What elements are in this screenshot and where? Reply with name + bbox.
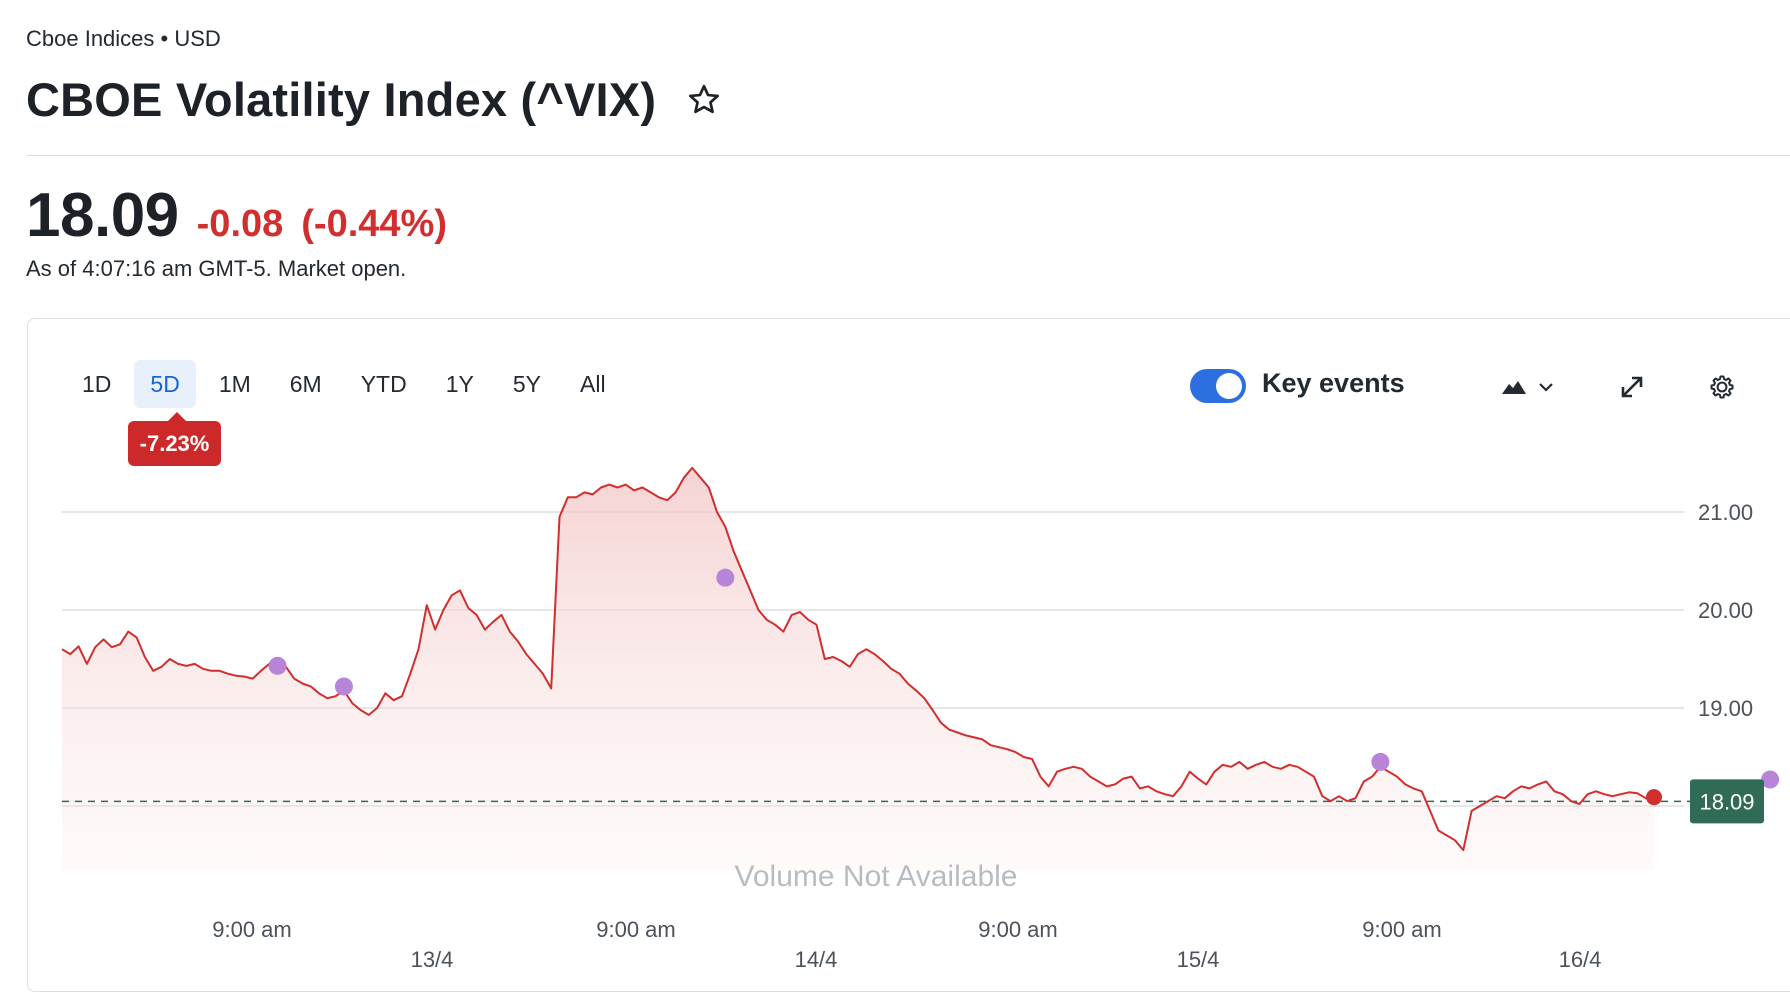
gear-icon <box>1710 375 1734 399</box>
x-tick-time-label: 9:00 am <box>1362 917 1442 942</box>
quote-row: 18.09 -0.08 (-0.44%) <box>26 180 447 251</box>
key-events-label: Key events <box>1262 368 1405 398</box>
tab-ytd[interactable]: YTD <box>360 371 407 397</box>
x-tick-time-label: 9:00 am <box>596 917 676 942</box>
tab-5d[interactable]: 5D <box>134 360 196 408</box>
chevron-down-icon <box>1539 383 1553 392</box>
x-tick-date-label: 14/4 <box>795 947 838 972</box>
tab-1y[interactable]: 1Y <box>445 371 474 397</box>
key-event-marker[interactable] <box>334 677 353 696</box>
y-tick-label: 20.00 <box>1698 598 1753 623</box>
area-fill <box>62 467 1654 870</box>
key-event-markers <box>268 568 1780 806</box>
last-price-box <box>1690 779 1764 824</box>
exchange-currency-label: Cboe Indices • USD <box>26 26 221 51</box>
y-axis: 21.00 20.00 19.00 18.09 <box>1690 500 1764 824</box>
range-change-badge: -7.23% <box>128 412 221 466</box>
key-event-marker[interactable] <box>716 568 735 587</box>
market-status: As of 4:07:16 am GMT-5. Market open. <box>26 256 407 281</box>
tab-all[interactable]: All <box>580 371 606 397</box>
x-tick-time-label: 9:00 am <box>978 917 1058 942</box>
tab-1d[interactable]: 1D <box>82 371 112 397</box>
price-change: -0.08 <box>196 203 284 245</box>
last-price-label: 18.09 <box>1699 789 1754 814</box>
toggle-knob <box>1216 373 1242 399</box>
price-change-percent: (-0.44%) <box>301 203 447 245</box>
x-tick-date-label: 16/4 <box>1559 947 1602 972</box>
expand-icon <box>1621 376 1643 398</box>
key-event-marker[interactable] <box>1371 752 1390 771</box>
page-title: CBOE Volatility Index (^VIX) <box>26 73 657 126</box>
key-events-toggle[interactable] <box>1190 369 1246 403</box>
header-divider <box>26 155 1790 156</box>
x-tick-date-label: 13/4 <box>411 947 454 972</box>
chart-type-selector[interactable] <box>1492 370 1562 404</box>
last-point-marker <box>1646 789 1662 806</box>
key-event-marker[interactable] <box>268 656 287 675</box>
current-price: 18.09 <box>26 181 179 250</box>
mountain-chart-icon <box>1502 381 1526 394</box>
chart-area <box>62 467 1654 870</box>
y-tick-label: 21.00 <box>1698 500 1753 525</box>
tab-1m[interactable]: 1M <box>218 371 251 397</box>
y-tick-label: 19.00 <box>1698 696 1753 721</box>
tab-5y[interactable]: 5Y <box>512 371 541 397</box>
price-line <box>61 466 1655 852</box>
x-tick-date-label: 15/4 <box>1177 947 1220 972</box>
range-tabs: 1D 5D 1M 6M YTD 1Y 5Y All <box>66 360 629 408</box>
key-event-marker[interactable] <box>1761 770 1780 789</box>
expand-button[interactable] <box>1612 370 1652 404</box>
tab-6m[interactable]: 6M <box>289 371 322 397</box>
chart-line <box>61 466 1655 852</box>
x-tick-time-label: 9:00 am <box>212 917 292 942</box>
settings-button[interactable] <box>1702 370 1742 404</box>
title-row: CBOE Volatility Index (^VIX) <box>26 72 722 127</box>
x-axis: 9:00 am 9:00 am 9:00 am 9:00 am 13/4 14/4 15/4… <box>212 917 1601 972</box>
volume-unavailable-label: Volume Not Available <box>735 860 1018 893</box>
star-icon[interactable] <box>686 82 722 118</box>
